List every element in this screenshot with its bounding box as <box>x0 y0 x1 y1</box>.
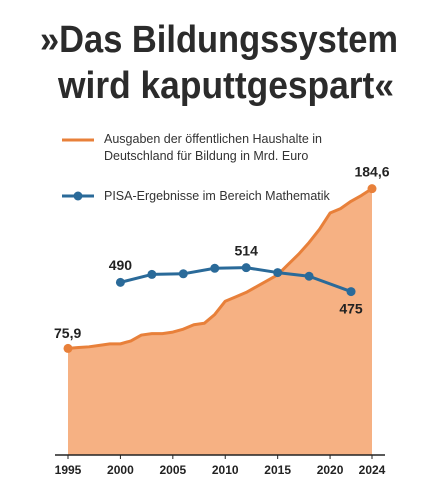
x-tick-label: 2005 <box>159 463 186 477</box>
legend-entry: Ausgaben der öffentlichen Haushalte in D… <box>104 132 322 163</box>
x-tick-label: 2000 <box>107 463 134 477</box>
data-label: 514 <box>235 242 259 258</box>
point <box>346 287 356 297</box>
data-label: 184,6 <box>354 163 389 179</box>
point <box>147 269 157 279</box>
line <box>67 187 373 350</box>
point <box>367 184 377 194</box>
legend-entry: PISA-Ergebnisse im Bereich Mathematik <box>104 189 330 203</box>
chart-title: »Das Bildungssystem <box>40 19 398 61</box>
data-label: 75,9 <box>54 325 81 341</box>
legend-swatch <box>73 191 83 201</box>
line <box>120 266 352 293</box>
area <box>68 188 372 455</box>
point <box>241 263 251 273</box>
data-label: 490 <box>109 257 133 273</box>
point <box>178 269 188 279</box>
x-tick-label: 2024 <box>359 463 386 477</box>
x-tick-label: 2020 <box>317 463 344 477</box>
chart-title: wird kaputtgespart« <box>57 65 394 107</box>
point <box>115 277 125 287</box>
point <box>210 263 220 273</box>
point <box>304 271 314 281</box>
point <box>273 268 283 278</box>
data-label: 475 <box>339 300 363 316</box>
x-tick-label: 2015 <box>264 463 291 477</box>
point <box>63 343 73 353</box>
x-tick-label: 2010 <box>212 463 239 477</box>
x-tick-label: 1995 <box>55 463 82 477</box>
